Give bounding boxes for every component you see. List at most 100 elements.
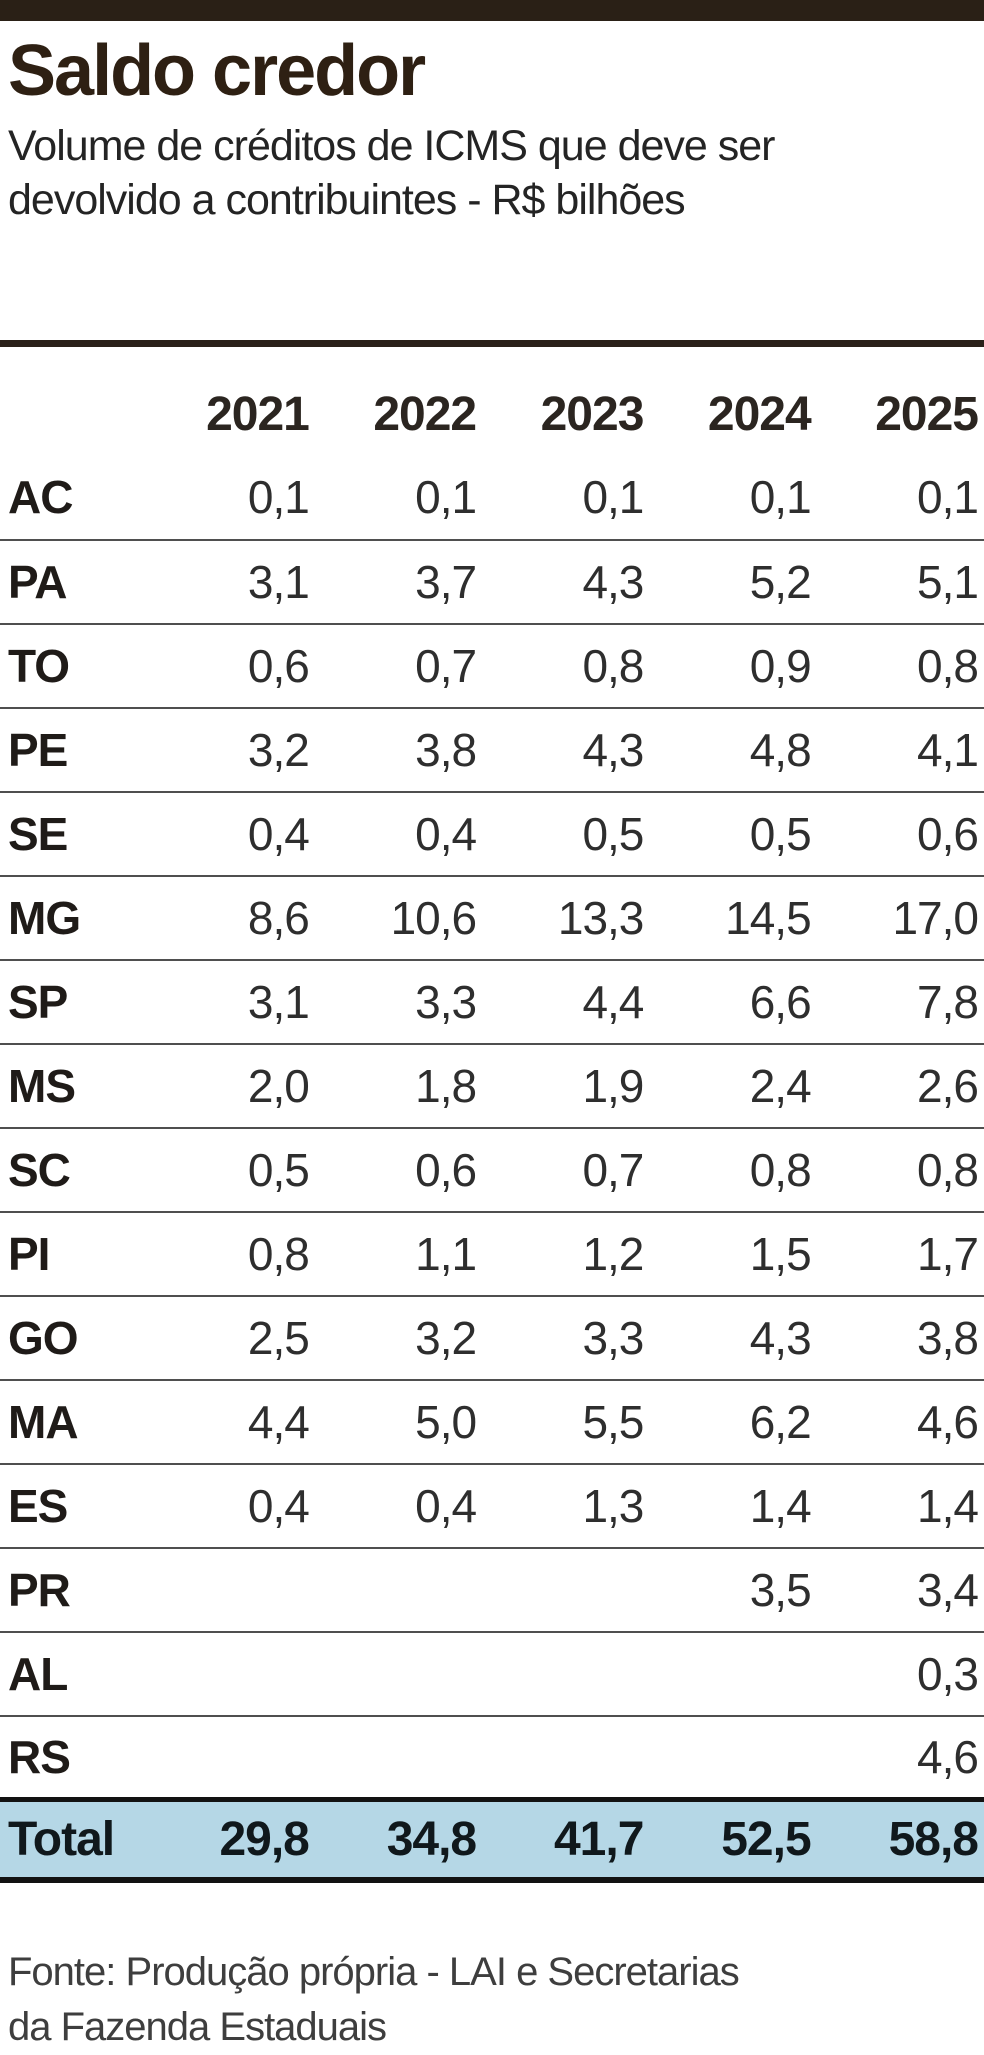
value-cell-ms-2022: 1,8 [415,1059,477,1112]
header-corner-cell [0,344,148,456]
value-cell-sp-2025: 7,8 [917,975,979,1028]
table-row-ms: MS 2,0 1,8 1,9 2,4 2,6 [0,1043,984,1128]
value-cell-al-2023 [482,1632,649,1716]
total-label: Total [8,1812,115,1866]
table-row-pi: PI 0,8 1,1 1,2 1,5 1,7 [0,1211,984,1296]
value-cell-mg-2023: 13,3 [557,891,645,944]
value-cell-ma-2021: 4,4 [247,1395,310,1448]
source-note: Fonte: Produção própria - LAI e Secretar… [8,1945,984,2055]
year-header-2024: 2024 [707,387,812,441]
table-row-pr: PR 3,5 3,4 [0,1547,984,1632]
year-header-2025: 2025 [875,387,979,441]
table-row-es: ES 0,4 0,4 1,3 1,4 1,4 [0,1463,984,1548]
value-cell-sp-2022: 3,3 [415,975,477,1028]
value-cell-mg-2021: 8,6 [247,891,310,944]
value-cell-sc-2025: 0,8 [917,1143,979,1196]
state-label-ma: MA [8,1395,79,1448]
table-footer: Total 29,8 34,8 41,7 52,5 58,8 [0,1799,984,1880]
value-cell-al-2021 [148,1632,315,1716]
value-cell-pi-2025: 1,7 [917,1227,979,1280]
value-cell-ms-2024: 2,4 [749,1059,812,1112]
value-cell-ms-2023: 1,9 [582,1059,644,1112]
value-cell-pr-2023 [482,1548,649,1632]
value-cell-pa-2025: 5,1 [917,555,979,608]
value-cell-rs-2023 [482,1716,649,1800]
source-line-2: da Fazenda Estaduais [8,2004,387,2049]
value-cell-go-2025: 3,8 [917,1311,979,1364]
value-cell-mg-2024: 14,5 [725,891,812,944]
value-cell-rs-2025: 4,6 [917,1730,979,1783]
value-cell-se-2023: 0,5 [582,807,644,860]
value-cell-to-2023: 0,8 [582,639,644,692]
table-row-to: TO 0,6 0,7 0,8 0,9 0,8 [0,623,984,708]
value-cell-pi-2023: 1,2 [582,1227,644,1280]
value-cell-go-2024: 4,3 [749,1311,812,1364]
value-cell-ms-2021: 2,0 [247,1059,310,1112]
value-cell-ma-2023: 5,5 [582,1395,644,1448]
value-cell-pr-2022 [315,1548,482,1632]
value-cell-es-2022: 0,4 [415,1479,477,1532]
page-title: Saldo credor [8,31,426,111]
table-row-pa: PA 3,1 3,7 4,3 5,2 5,1 [0,539,984,624]
top-accent-bar [0,0,984,21]
value-cell-es-2024: 1,4 [749,1479,812,1532]
subtitle-line-1: Volume de créditos de ICMS que deve ser [8,122,776,170]
year-header-row: 2021 2022 2023 2024 2025 [0,343,984,456]
value-cell-pa-2021: 3,1 [247,555,310,608]
value-cell-sc-2021: 0,5 [247,1143,310,1196]
value-cell-pe-2021: 3,2 [247,723,310,776]
value-cell-to-2024: 0,9 [749,639,812,692]
chart-subtitle: Volume de créditos de ICMS que deve ser … [8,119,974,227]
state-label-pr: PR [8,1563,71,1616]
state-label-pa: PA [8,555,67,608]
value-cell-ac-2025: 0,1 [917,471,979,523]
state-label-sc: SC [8,1143,71,1196]
total-value-2024: 52,5 [721,1812,811,1866]
value-cell-al-2024 [649,1632,816,1716]
table-header: 2021 2022 2023 2024 2025 [0,343,984,456]
total-value-2021: 29,8 [219,1812,309,1866]
state-label-ac: AC [8,471,73,523]
value-cell-ma-2025: 4,6 [917,1395,979,1448]
value-cell-go-2022: 3,2 [415,1311,477,1364]
year-header-2023: 2023 [540,387,645,441]
table-row-sc: SC 0,5 0,6 0,7 0,8 0,8 [0,1127,984,1212]
value-cell-mg-2022: 10,6 [390,891,478,944]
value-cell-pe-2025: 4,1 [917,723,979,776]
table-row-ac: AC 0,1 0,1 0,1 0,1 0,1 [0,456,984,540]
table-row-mg: MG 8,6 10,6 13,3 14,5 17,0 [0,875,984,960]
state-label-to: TO [8,639,70,692]
table-row-pe: PE 3,2 3,8 4,3 4,8 4,1 [0,707,984,792]
value-cell-pr-2021 [148,1548,315,1632]
value-cell-ma-2024: 6,2 [749,1395,812,1448]
value-cell-pe-2023: 4,3 [582,723,644,776]
value-cell-es-2025: 1,4 [917,1479,979,1532]
value-cell-es-2021: 0,4 [247,1479,310,1532]
value-cell-rs-2021 [148,1716,315,1800]
state-label-mg: MG [8,891,81,944]
value-cell-to-2022: 0,7 [415,639,477,692]
table-row-rs: RS 4,6 [0,1715,984,1800]
value-cell-to-2025: 0,8 [917,639,979,692]
table-row-ma: MA 4,4 5,0 5,5 6,2 4,6 [0,1379,984,1464]
total-value-2022: 34,8 [386,1812,477,1866]
year-header-2021: 2021 [206,387,310,441]
value-cell-rs-2022 [315,1716,482,1800]
state-label-ms: MS [8,1059,76,1112]
year-header-2022: 2022 [373,387,477,441]
value-cell-sc-2023: 0,7 [582,1143,644,1196]
value-cell-ma-2022: 5,0 [415,1395,477,1448]
value-cell-al-2025: 0,3 [917,1647,979,1700]
value-cell-sp-2021: 3,1 [247,975,310,1028]
icms-credit-table: 2021 2022 2023 2024 2025 AC 0,1 0,1 0,1 0,1 0,1 PA… [0,340,984,1883]
total-value-2023: 41,7 [553,1812,644,1866]
total-row: Total 29,8 34,8 41,7 52,5 58,8 [0,1799,984,1880]
value-cell-ac-2021: 0,1 [247,471,310,523]
value-cell-sc-2024: 0,8 [749,1143,812,1196]
state-label-al: AL [8,1647,68,1700]
value-cell-se-2021: 0,4 [247,807,310,860]
state-label-go: GO [8,1311,79,1364]
value-cell-ac-2023: 0,1 [582,471,644,523]
table-row-go: GO 2,5 3,2 3,3 4,3 3,8 [0,1295,984,1380]
value-cell-pr-2025: 3,4 [917,1563,979,1616]
